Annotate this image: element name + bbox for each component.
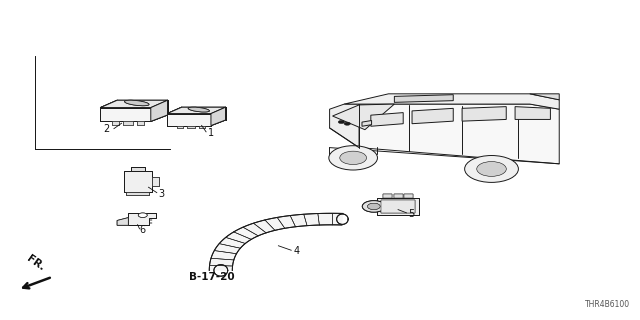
Polygon shape bbox=[152, 177, 159, 186]
Bar bbox=[187, 125, 195, 128]
Polygon shape bbox=[137, 121, 144, 124]
Polygon shape bbox=[344, 94, 559, 109]
Polygon shape bbox=[167, 107, 225, 114]
Circle shape bbox=[465, 156, 518, 182]
Polygon shape bbox=[211, 107, 225, 125]
Circle shape bbox=[138, 213, 147, 218]
Polygon shape bbox=[381, 200, 415, 213]
Circle shape bbox=[477, 162, 506, 176]
Polygon shape bbox=[128, 213, 156, 225]
Circle shape bbox=[138, 213, 147, 218]
Circle shape bbox=[362, 201, 385, 212]
Circle shape bbox=[362, 201, 385, 212]
Polygon shape bbox=[131, 167, 145, 171]
Polygon shape bbox=[177, 125, 183, 128]
Polygon shape bbox=[126, 192, 149, 195]
Polygon shape bbox=[394, 194, 403, 197]
Polygon shape bbox=[211, 107, 225, 125]
Polygon shape bbox=[530, 94, 559, 100]
Polygon shape bbox=[383, 194, 392, 197]
Bar bbox=[123, 121, 132, 124]
Polygon shape bbox=[111, 121, 118, 124]
Ellipse shape bbox=[188, 107, 209, 112]
Polygon shape bbox=[371, 113, 403, 126]
Text: B-17-20: B-17-20 bbox=[189, 272, 234, 282]
Polygon shape bbox=[152, 177, 159, 186]
Circle shape bbox=[340, 151, 367, 164]
Text: 2: 2 bbox=[104, 124, 110, 134]
Bar bbox=[123, 121, 132, 124]
Polygon shape bbox=[404, 194, 413, 197]
Polygon shape bbox=[126, 192, 149, 195]
Circle shape bbox=[367, 203, 380, 210]
Polygon shape bbox=[124, 171, 152, 192]
Polygon shape bbox=[199, 125, 205, 128]
Polygon shape bbox=[137, 121, 144, 124]
Polygon shape bbox=[131, 167, 145, 171]
Polygon shape bbox=[100, 108, 151, 121]
Polygon shape bbox=[394, 95, 453, 102]
Polygon shape bbox=[515, 107, 550, 119]
Circle shape bbox=[338, 120, 344, 124]
Text: FR.: FR. bbox=[24, 253, 46, 273]
Circle shape bbox=[329, 146, 378, 170]
Polygon shape bbox=[359, 104, 559, 164]
Text: 3: 3 bbox=[159, 188, 165, 199]
Polygon shape bbox=[124, 171, 152, 192]
Polygon shape bbox=[209, 213, 343, 270]
Circle shape bbox=[344, 122, 351, 125]
Ellipse shape bbox=[125, 100, 149, 106]
Polygon shape bbox=[378, 197, 419, 215]
Polygon shape bbox=[412, 108, 453, 124]
Polygon shape bbox=[333, 104, 394, 130]
Polygon shape bbox=[383, 194, 392, 197]
Text: 4: 4 bbox=[293, 246, 300, 256]
Polygon shape bbox=[177, 125, 183, 128]
Text: 1: 1 bbox=[208, 128, 214, 138]
Polygon shape bbox=[111, 121, 118, 124]
Polygon shape bbox=[167, 107, 225, 114]
Polygon shape bbox=[167, 114, 211, 125]
Polygon shape bbox=[151, 100, 168, 121]
Polygon shape bbox=[100, 100, 168, 108]
Polygon shape bbox=[404, 194, 413, 197]
Ellipse shape bbox=[188, 107, 209, 112]
Polygon shape bbox=[199, 125, 205, 128]
Polygon shape bbox=[151, 100, 168, 121]
Circle shape bbox=[367, 203, 380, 210]
Polygon shape bbox=[462, 107, 506, 121]
Text: 6: 6 bbox=[140, 225, 146, 235]
Polygon shape bbox=[100, 100, 168, 108]
Polygon shape bbox=[117, 218, 128, 225]
Polygon shape bbox=[117, 218, 128, 225]
Polygon shape bbox=[167, 114, 211, 125]
Polygon shape bbox=[128, 213, 156, 225]
Polygon shape bbox=[394, 194, 403, 197]
Polygon shape bbox=[378, 197, 419, 215]
Text: THR4B6100: THR4B6100 bbox=[585, 300, 630, 309]
Polygon shape bbox=[381, 200, 415, 213]
Bar bbox=[187, 125, 195, 128]
Polygon shape bbox=[100, 108, 151, 121]
Polygon shape bbox=[362, 121, 372, 126]
Polygon shape bbox=[209, 213, 343, 270]
Text: 5: 5 bbox=[408, 209, 415, 219]
Ellipse shape bbox=[125, 100, 149, 106]
Polygon shape bbox=[330, 104, 359, 148]
